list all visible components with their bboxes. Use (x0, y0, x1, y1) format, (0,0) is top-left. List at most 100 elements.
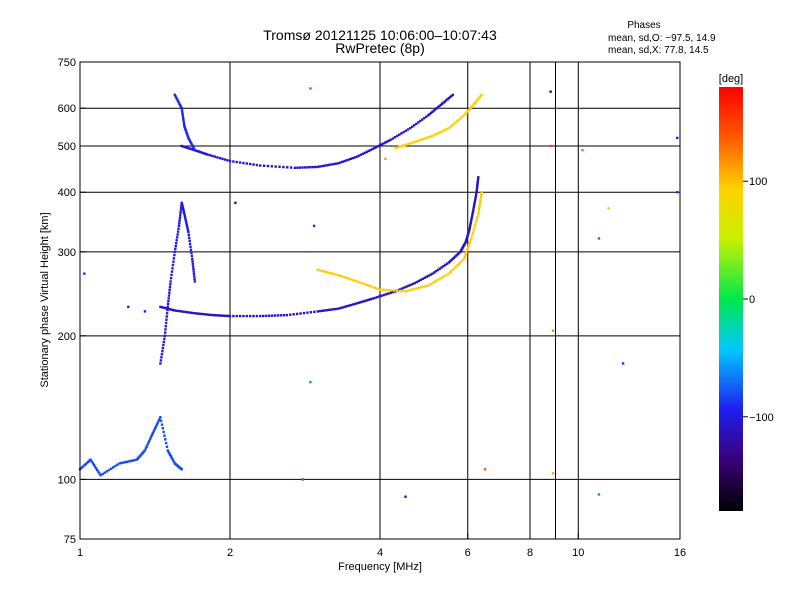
data-point (120, 461, 123, 465)
data-point (409, 288, 412, 292)
data-point (205, 313, 209, 316)
data-point (178, 219, 181, 222)
data-point (365, 299, 369, 302)
data-point (221, 314, 224, 317)
data-point (423, 116, 426, 120)
data-point (467, 230, 470, 233)
data-point (473, 203, 476, 207)
data-point (313, 310, 316, 314)
data-point (316, 268, 319, 272)
data-point (302, 311, 306, 315)
data-point (343, 276, 346, 279)
data-point (452, 267, 456, 270)
data-point (475, 218, 478, 221)
data-point (477, 210, 480, 213)
data-point (162, 340, 166, 344)
data-point (431, 134, 434, 138)
data-point (396, 146, 399, 149)
data-point (452, 122, 456, 126)
data-point (308, 166, 312, 169)
data-point (270, 314, 274, 317)
data-point (378, 295, 381, 298)
data-point (400, 132, 403, 135)
data-point (193, 312, 197, 315)
data-point (466, 248, 469, 251)
data-point (334, 307, 338, 311)
data-point (164, 438, 167, 441)
data-point (248, 162, 252, 166)
chart-title: Tromsø 20121125 10:06:00–10:07:43 (263, 27, 497, 43)
data-point (424, 284, 427, 288)
data-point (178, 104, 182, 107)
data-point (116, 463, 119, 466)
data-point (467, 229, 471, 232)
data-point (178, 102, 181, 105)
data-point (172, 308, 175, 312)
data-point (436, 132, 440, 135)
data-point (438, 104, 441, 108)
data-point (380, 143, 383, 146)
data-point (357, 154, 361, 157)
data-point (325, 308, 329, 312)
data-point (94, 467, 98, 470)
data-point (201, 312, 205, 316)
data-point (226, 159, 229, 162)
data-point (369, 148, 372, 152)
data-point (330, 272, 333, 275)
data-point (178, 217, 182, 220)
data-point (414, 287, 417, 290)
data-point (179, 211, 182, 215)
data-point (181, 204, 184, 207)
data-point (163, 334, 167, 338)
data-point (405, 143, 408, 146)
data-point (462, 257, 466, 261)
data-point (378, 288, 382, 291)
data-point (173, 250, 177, 254)
data-point (607, 207, 610, 210)
data-point (476, 182, 479, 186)
data-point (180, 107, 183, 110)
data-point (157, 419, 160, 422)
data-point (185, 132, 189, 136)
data-point (238, 161, 242, 164)
data-point (476, 177, 480, 181)
data-point (314, 165, 317, 169)
data-point (193, 148, 197, 152)
data-point (369, 298, 372, 301)
data-point (159, 359, 163, 362)
data-point (169, 455, 173, 458)
data-point (309, 87, 312, 90)
data-point (435, 269, 438, 273)
data-point (371, 147, 374, 151)
data-point (191, 265, 195, 268)
data-point (203, 152, 206, 155)
data-point (159, 416, 162, 419)
data-point (266, 164, 270, 168)
data-point (172, 260, 175, 263)
data-point (449, 125, 452, 128)
data-point (189, 147, 192, 150)
data-point (293, 166, 297, 170)
data-point (176, 233, 179, 236)
data-point (267, 314, 271, 317)
data-point (179, 206, 183, 210)
data-point (183, 212, 186, 216)
data-point (385, 140, 389, 143)
data-point (180, 109, 184, 112)
data-point (191, 144, 194, 148)
colorbar (719, 87, 743, 511)
data-point (316, 165, 319, 169)
data-point (174, 95, 177, 98)
data-point (306, 166, 309, 169)
data-point (467, 108, 471, 112)
x-axis-ticks: 1 2 4 6 8 10 16 (77, 533, 686, 559)
data-point (186, 226, 189, 230)
data-point (215, 314, 219, 317)
data-point (473, 226, 476, 229)
data-point (339, 306, 342, 310)
data-point (180, 144, 183, 148)
data-point (92, 463, 96, 467)
colorbar-label: [deg] (719, 73, 743, 85)
data-point (421, 118, 424, 121)
data-point (89, 458, 92, 461)
